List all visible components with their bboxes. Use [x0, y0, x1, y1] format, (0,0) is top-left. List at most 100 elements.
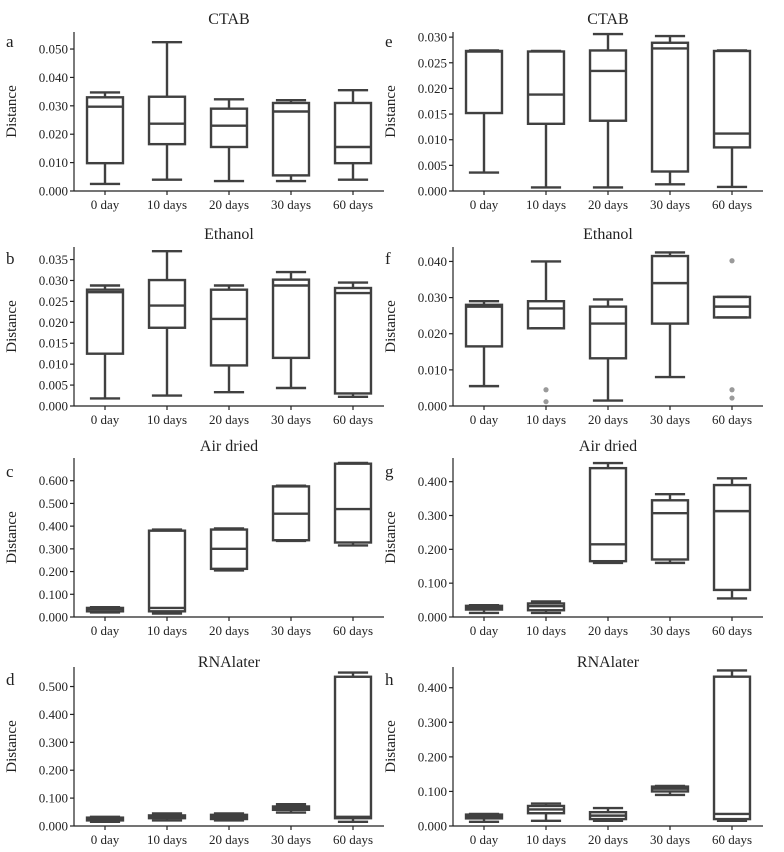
box-2 — [147, 41, 187, 181]
box-4 — [271, 98, 311, 183]
y-tick-label: 0.400 — [39, 519, 68, 534]
box-2 — [526, 802, 566, 823]
y-axis-label: Distance — [4, 300, 20, 353]
iqr-box — [588, 466, 628, 563]
box-4 — [271, 803, 311, 814]
x-tick-label: 10 days — [147, 412, 187, 427]
outlier-point — [729, 395, 735, 401]
iqr-box — [333, 101, 373, 165]
panel-g: g Air dried Distance 0.000 0.100 0.200 0.300 0.… — [383, 438, 763, 638]
x-tick-label: 20 days — [588, 623, 628, 638]
box-2 — [147, 249, 187, 397]
x-tick-label: 10 days — [526, 623, 566, 638]
panel-b: b Ethanol Distance 0.000 0.005 0.010 0.015 0.02… — [4, 226, 384, 427]
y-axis-label: Distance — [4, 511, 20, 564]
box-3 — [588, 806, 628, 823]
outlier-point — [729, 387, 735, 393]
y-tick-label: 0.400 — [418, 680, 447, 695]
y-tick-label: 0.005 — [39, 378, 68, 393]
box-3 — [588, 298, 628, 402]
iqr-box — [712, 49, 752, 149]
panel-label: h — [385, 670, 394, 689]
box-1 — [464, 49, 504, 174]
chart-title: RNAlater — [198, 654, 261, 671]
x-tick-label: 10 days — [147, 197, 187, 212]
panel-label: c — [6, 462, 14, 481]
box-5 — [333, 89, 373, 181]
x-tick-label: 20 days — [209, 197, 249, 212]
box-3 — [209, 527, 249, 572]
iqr-box — [464, 49, 504, 115]
iqr-box — [526, 50, 566, 126]
box-1 — [464, 812, 504, 824]
box-1 — [464, 300, 504, 388]
x-tick-label: 0 day — [91, 623, 120, 638]
x-tick-label: 60 days — [712, 623, 752, 638]
chart-title: Ethanol — [583, 226, 633, 243]
iqr-box — [271, 101, 311, 177]
y-axis-label: Distance — [383, 300, 399, 353]
iqr-box — [85, 96, 125, 165]
x-tick-label: 20 days — [588, 197, 628, 212]
y-tick-label: 0.025 — [39, 294, 68, 309]
iqr-box — [464, 303, 504, 348]
outlier-point — [729, 258, 735, 264]
y-axis-label: Distance — [383, 85, 399, 138]
iqr-box — [588, 305, 628, 360]
y-tick-label: 0.000 — [418, 184, 447, 199]
y-tick-label: 0.000 — [39, 819, 68, 834]
box-5 — [712, 258, 752, 401]
outlier-point — [543, 387, 549, 393]
iqr-box — [333, 286, 373, 395]
iqr-box — [147, 278, 187, 329]
x-tick-label: 20 days — [588, 832, 628, 847]
y-tick-label: 0.030 — [39, 273, 68, 288]
iqr-box — [650, 254, 690, 325]
y-tick-label: 0.010 — [39, 357, 68, 372]
y-tick-label: 0.000 — [418, 819, 447, 834]
x-tick-label: 10 days — [526, 412, 566, 427]
y-tick-label: 0.100 — [418, 784, 447, 799]
iqr-box — [712, 483, 752, 592]
y-tick-label: 0.025 — [418, 55, 447, 70]
y-tick-label: 0.200 — [39, 564, 68, 579]
panel-h: h RNAlater Distance 0.000 0.100 0.200 0.300 0.4… — [383, 654, 763, 847]
y-tick-label: 0.035 — [39, 252, 68, 267]
x-tick-label: 60 days — [333, 197, 373, 212]
y-tick-label: 0.050 — [39, 42, 68, 57]
x-tick-label: 60 days — [712, 832, 752, 847]
box-5 — [712, 49, 752, 189]
y-tick-label: 0.600 — [39, 473, 68, 488]
y-tick-label: 0.100 — [418, 576, 447, 591]
panel-f: f Ethanol Distance 0.000 0.010 0.020 0.030 0.04… — [383, 226, 763, 427]
box-1 — [85, 815, 125, 824]
y-tick-label: 0.030 — [39, 98, 68, 113]
box-2 — [147, 528, 187, 615]
box-5 — [712, 669, 752, 823]
y-tick-label: 0.300 — [39, 735, 68, 750]
panel-label: a — [6, 32, 14, 51]
y-tick-label: 0.010 — [418, 362, 447, 377]
x-tick-label: 30 days — [271, 832, 311, 847]
box-1 — [85, 606, 125, 614]
x-tick-label: 20 days — [209, 412, 249, 427]
iqr-box — [147, 529, 187, 613]
x-tick-label: 30 days — [271, 412, 311, 427]
box-5 — [333, 671, 373, 824]
iqr-box — [333, 462, 373, 544]
iqr-box — [209, 288, 249, 367]
x-tick-label: 20 days — [209, 623, 249, 638]
x-tick-label: 0 day — [470, 832, 499, 847]
x-tick-label: 30 days — [271, 197, 311, 212]
y-axis-label: Distance — [383, 720, 399, 773]
x-tick-label: 30 days — [650, 832, 690, 847]
y-axis-label: Distance — [4, 720, 20, 773]
box-4 — [650, 784, 690, 797]
y-tick-label: 0.030 — [418, 30, 447, 45]
x-tick-label: 0 day — [470, 412, 499, 427]
y-tick-label: 0.200 — [418, 749, 447, 764]
x-tick-label: 60 days — [333, 623, 373, 638]
y-tick-label: 0.000 — [39, 184, 68, 199]
x-tick-label: 10 days — [526, 832, 566, 847]
x-tick-label: 60 days — [333, 412, 373, 427]
